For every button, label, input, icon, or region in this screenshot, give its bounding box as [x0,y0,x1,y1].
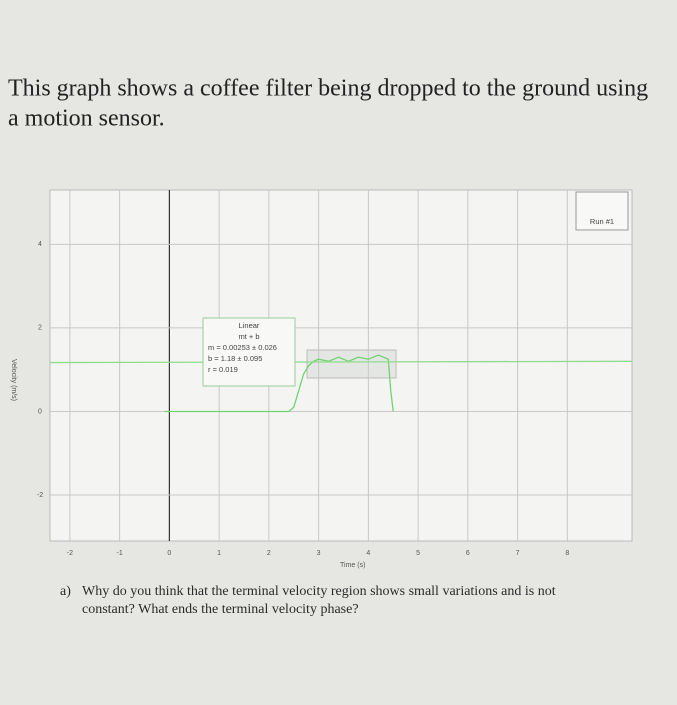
fit-box [202,317,296,387]
fit-text: mt + b [238,332,259,341]
x-tick-label: -2 [67,550,73,557]
heading-line: a motion sensor. [8,106,165,132]
data-line [49,360,633,364]
fit-text: Linear [239,321,260,330]
x-tick-label: 4 [366,550,370,557]
fit-text: m = 0.00253 ± 0.026 [208,343,277,352]
y-axis-title: Velocity (m/s) [10,359,17,401]
x-tick-label: 2 [267,550,271,557]
y-tick-label: 2 [38,325,42,332]
legend-box [575,191,629,231]
x-tick-label: 5 [416,550,420,557]
x-axis-title: Time (s) [340,562,365,569]
question-label: a) [60,584,71,599]
question-line: Why do you think that the terminal veloc… [82,584,556,599]
x-tick-label: 6 [466,550,470,557]
fit-text: r = 0.019 [208,365,238,374]
x-tick-label: 0 [167,550,171,557]
x-tick-label: 3 [317,550,321,557]
heading-line: This graph shows a coffee filter being d… [8,76,648,102]
x-tick-label: -1 [117,550,123,557]
y-tick-label: -2 [37,492,43,499]
y-tick-label: 0 [38,408,42,415]
plot [49,190,633,541]
legend-label: Run #1 [590,217,614,226]
data-line [164,354,394,413]
x-tick-label: 1 [217,550,221,557]
question-line: constant? What ends the terminal velocit… [82,602,359,617]
y-tick-label: 4 [38,241,42,248]
selection-region [306,349,397,379]
x-tick-label: 8 [565,550,569,557]
x-tick-label: 7 [516,550,520,557]
fit-text: b = 1.18 ± 0.095 [208,354,262,363]
